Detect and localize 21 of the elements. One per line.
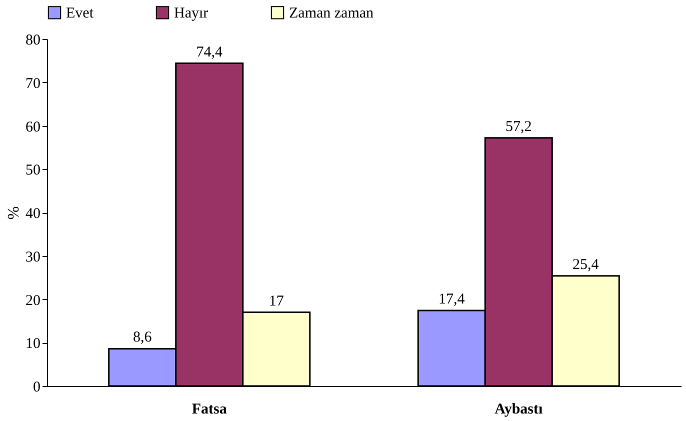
data-label: 8,6 bbox=[132, 330, 152, 346]
y-tick-label: 0 bbox=[33, 380, 40, 396]
data-label: 25,4 bbox=[572, 256, 600, 273]
y-tick-label: 40 bbox=[26, 206, 40, 222]
legend-label: Zaman zaman bbox=[289, 6, 374, 22]
y-axis-title: % bbox=[6, 206, 22, 220]
data-label: 17,4 bbox=[438, 292, 466, 308]
y-tick-label: 10 bbox=[26, 336, 40, 352]
data-label: 74,4 bbox=[196, 44, 223, 60]
y-tick-label: 30 bbox=[26, 249, 40, 266]
data-label: 57,2 bbox=[506, 118, 532, 135]
x-tick-label: Fatsa bbox=[192, 402, 228, 418]
y-tick-label: 70 bbox=[26, 76, 40, 92]
data-label: 17 bbox=[268, 293, 284, 310]
legend-label: Hayır bbox=[174, 6, 208, 22]
y-tick-label: 20 bbox=[26, 292, 40, 309]
y-tick-label: 60 bbox=[26, 119, 40, 136]
y-tick-label: 80 bbox=[26, 32, 40, 48]
x-tick-label: Aybastı bbox=[494, 402, 543, 418]
legend-label: Evet bbox=[66, 6, 94, 22]
y-tick-label: 50 bbox=[26, 162, 40, 179]
